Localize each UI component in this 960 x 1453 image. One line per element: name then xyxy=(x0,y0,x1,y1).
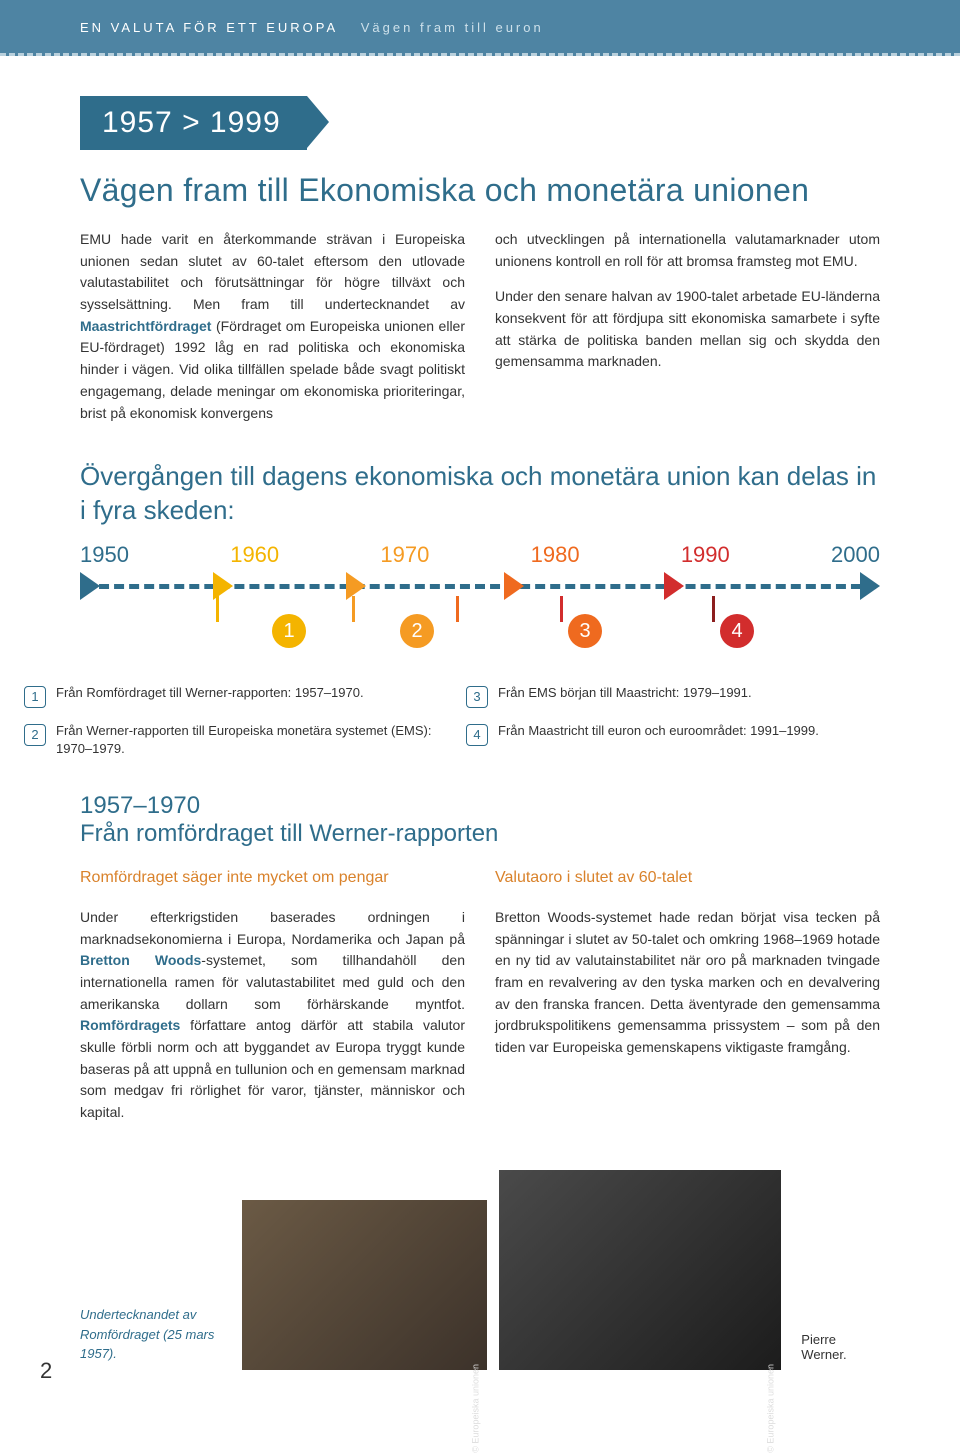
phase-text: Från Romfördraget till Werner-rapporten:… xyxy=(56,684,364,702)
transition-heading: Övergången till dagens ekonomiska och mo… xyxy=(80,460,880,528)
phase-badge: 3 xyxy=(466,686,488,708)
phase-item-4: 4 Från Maastricht till euron och euroomr… xyxy=(466,722,880,758)
tick-icon xyxy=(712,596,715,622)
tick-icon xyxy=(560,596,563,622)
page-number: 2 xyxy=(40,1358,52,1384)
arrow-icon xyxy=(664,572,684,600)
header-title: EN VALUTA FÖR ETT EUROPA xyxy=(80,20,338,35)
photo-werner: © Europeiska unionen xyxy=(499,1170,781,1370)
main-title: Vägen fram till Ekonomiska och monetära … xyxy=(80,172,880,209)
photo-rome-treaty: © Europeiska unionen xyxy=(242,1200,487,1370)
intro-columns: EMU hade varit en återkommande strävan i… xyxy=(80,229,880,424)
phase-item-3: 3 Från EMS början till Maastricht: 1979–… xyxy=(466,684,880,708)
year-range-chip: 1957 > 1999 xyxy=(80,96,307,150)
tick-icon xyxy=(352,596,355,622)
section-right-title: Valutaoro i slutet av 60-talet xyxy=(495,866,880,891)
arrow-icon xyxy=(860,572,880,600)
phase-badge: 1 xyxy=(24,686,46,708)
phase-badge: 4 xyxy=(466,724,488,746)
tick-icon xyxy=(216,596,219,622)
photo-row: Undertecknandet av Romfördraget (25 mars… xyxy=(0,1170,960,1370)
phase-text: Från EMS början till Maastricht: 1979–19… xyxy=(498,684,752,702)
photo-caption-left: Undertecknandet av Romfördraget (25 mars… xyxy=(80,1305,230,1370)
decade-1990: 1990 xyxy=(681,542,730,568)
phase-grid: 1 Från Romfördraget till Werner-rapporte… xyxy=(24,684,880,758)
decade-1980: 1980 xyxy=(531,542,580,568)
page-header: EN VALUTA FÖR ETT EUROPA Vägen fram till… xyxy=(0,0,960,56)
section-left-body: Under efterkrigstiden baserades ordninge… xyxy=(80,907,465,1124)
bretton-woods-term[interactable]: Bretton Woods xyxy=(80,952,201,968)
arrow-icon xyxy=(346,572,366,600)
decade-row: 1950 1960 1970 1980 1990 2000 xyxy=(80,542,880,568)
phase-circle-3: 3 xyxy=(568,614,602,648)
timeline-dash xyxy=(84,584,876,589)
header-subtitle: Vägen fram till euron xyxy=(361,20,544,35)
photo-caption-right: Pierre Werner. xyxy=(801,1332,880,1370)
arrow-icon xyxy=(80,572,100,600)
phase-item-2: 2 Från Werner-rapporten till Europeiska … xyxy=(24,722,438,758)
intro-left: EMU hade varit en återkommande strävan i… xyxy=(80,229,465,424)
section-left-title: Romfördraget säger inte mycket om pengar xyxy=(80,866,465,891)
decade-1950: 1950 xyxy=(80,542,129,568)
decade-2000: 2000 xyxy=(831,542,880,568)
section-range: 1957–1970 xyxy=(80,792,880,820)
timeline: 1 2 3 4 xyxy=(80,574,880,644)
photo-credit: © Europeiska unionen xyxy=(765,1364,775,1453)
decade-1960: 1960 xyxy=(230,542,279,568)
phase-text: Från Maastricht till euron och euroområd… xyxy=(498,722,819,740)
phase-circle-1: 1 xyxy=(272,614,306,648)
section-columns: Romfördraget säger inte mycket om pengar… xyxy=(80,866,880,1124)
romfordraget-term[interactable]: Romfördragets xyxy=(80,1017,180,1033)
photo-credit: © Europeiska unionen xyxy=(471,1364,481,1453)
tick-icon xyxy=(456,596,459,622)
section-range-sub: Från romfördraget till Werner-rapporten xyxy=(80,820,880,848)
phase-circle-2: 2 xyxy=(400,614,434,648)
arrow-icon xyxy=(504,572,524,600)
phase-text: Från Werner-rapporten till Europeiska mo… xyxy=(56,722,438,758)
phase-item-1: 1 Från Romfördraget till Werner-rapporte… xyxy=(24,684,438,708)
maastricht-link[interactable]: Maastrichtfördraget xyxy=(80,318,211,334)
phase-badge: 2 xyxy=(24,724,46,746)
section-right-body: Bretton Woods-systemet hade redan börjat… xyxy=(495,907,880,1059)
phase-circle-4: 4 xyxy=(720,614,754,648)
decade-1970: 1970 xyxy=(380,542,429,568)
intro-right: och utvecklingen på internationella valu… xyxy=(495,229,880,424)
